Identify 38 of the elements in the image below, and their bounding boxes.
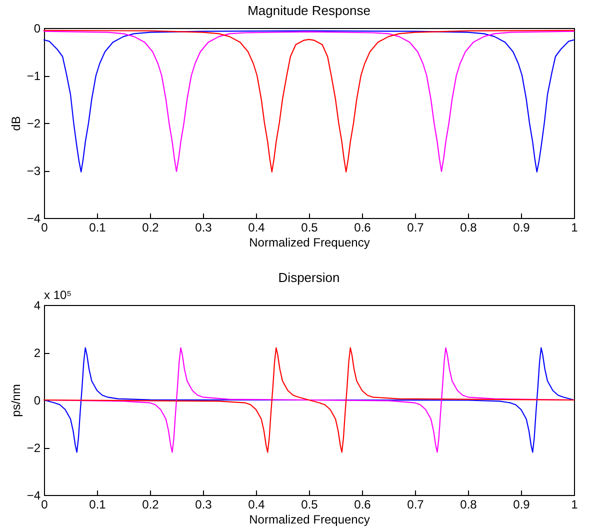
y-tick-label: −2: [26, 116, 41, 130]
text: x 10⁵: [44, 288, 72, 302]
x-axis-title: Normalized Frequency: [249, 512, 370, 526]
x-tick-label: 0.9: [513, 220, 530, 234]
x-tick-label: 0.2: [142, 498, 160, 512]
x-tick-label: 1: [571, 220, 578, 234]
chart-title: Dispersion: [278, 270, 340, 285]
y-tick-label: 0: [34, 394, 41, 408]
x-tick-label: 0.6: [354, 220, 372, 234]
y-tick-label: 2: [34, 346, 41, 360]
y-tick-label: −3: [26, 164, 41, 178]
y-tick-label: −4: [26, 488, 41, 502]
x-tick-label: 0.4: [248, 220, 266, 234]
x-tick-label: 0.4: [248, 498, 266, 512]
line-series: [43, 347, 575, 453]
x-tick-label: 0.8: [460, 220, 478, 234]
x-tick-label: 0.1: [89, 498, 106, 512]
chart-title: Magnitude Response: [248, 3, 370, 18]
y-axis-title: ps/nm: [8, 384, 23, 417]
y-tick-label: −4: [26, 212, 41, 226]
x-tick-label: 0.1: [89, 220, 106, 234]
x-tick-label: 0.9: [513, 498, 530, 512]
x-tick-label: 0.5: [301, 498, 318, 512]
x-tick-label: 0.2: [142, 220, 160, 234]
y-tick-label: −1: [26, 69, 41, 83]
x-tick-label: 0.3: [195, 220, 212, 234]
x-tick-label: 1: [571, 498, 578, 512]
x-tick-label: 0.8: [460, 498, 478, 512]
y-tick-label: −2: [26, 441, 41, 455]
x-tick-label: 0.6: [354, 498, 372, 512]
x-tick-label: 0.7: [407, 220, 424, 234]
y-tick-label: 0: [34, 22, 41, 36]
y-tick-label: 4: [34, 298, 41, 312]
x-tick-label: 0.7: [407, 498, 424, 512]
x-tick-label: 0.3: [195, 498, 212, 512]
x-axis-title: Normalized Frequency: [249, 236, 370, 250]
x-tick-label: 0.5: [301, 220, 318, 234]
y-axis-title: dB: [8, 116, 23, 131]
